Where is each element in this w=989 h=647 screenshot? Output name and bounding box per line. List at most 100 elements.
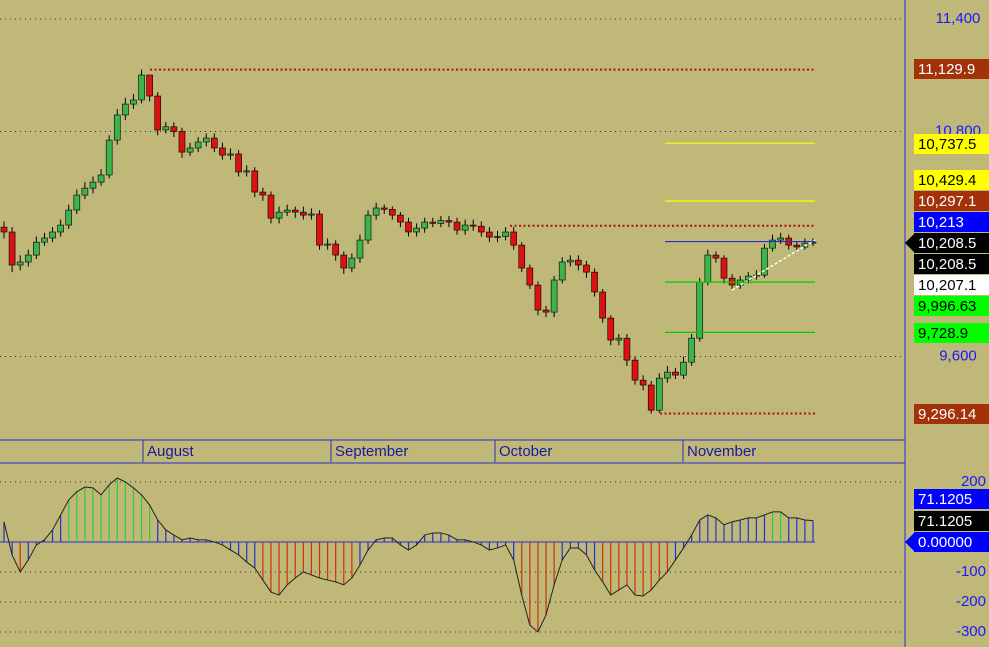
candle-body — [405, 221, 412, 233]
candle-body — [259, 191, 267, 196]
candle-body — [372, 207, 380, 216]
candle-body — [194, 141, 202, 149]
level-label-box — [914, 275, 989, 295]
level-label-box — [914, 323, 989, 343]
level-label-box — [914, 212, 989, 232]
y-tick-label: 9,600 — [939, 348, 977, 365]
candle-body — [138, 74, 145, 101]
level-label-box — [914, 191, 989, 211]
price-arrow — [905, 233, 915, 253]
y-tick-label: -200 — [956, 593, 986, 610]
candle-body — [33, 241, 40, 256]
candle-body — [251, 170, 259, 193]
candle-body — [445, 220, 453, 223]
candle-body — [534, 284, 542, 311]
candle-body — [65, 209, 73, 226]
candle-body — [566, 259, 574, 263]
level-label: 10,208.5 — [918, 235, 976, 252]
level-label: 71.1205 — [918, 491, 972, 508]
candle-body — [154, 95, 162, 131]
level-label: 10,207.1 — [918, 277, 976, 294]
candle-body — [300, 211, 307, 216]
candle-body — [397, 214, 404, 223]
level-label-box — [914, 254, 989, 274]
level-label-box — [914, 170, 989, 190]
candle-body — [308, 213, 315, 216]
candle-body — [8, 231, 16, 266]
candle-body — [453, 221, 461, 231]
candle-body — [130, 99, 137, 105]
candle-body — [73, 194, 81, 211]
candle-body — [478, 225, 485, 233]
candle-body — [720, 257, 728, 279]
candle-body — [146, 74, 153, 97]
candle-body — [105, 139, 113, 176]
candle-body — [324, 243, 331, 246]
candle-body — [235, 153, 242, 173]
candle-body — [202, 137, 210, 143]
candle-body — [267, 194, 275, 219]
candle-body — [639, 379, 647, 386]
candle-body — [186, 147, 194, 153]
candle-body — [461, 224, 469, 231]
candle-body — [211, 137, 218, 149]
candle-body — [380, 207, 388, 210]
level-label-box — [914, 233, 989, 253]
candle-body — [219, 147, 226, 156]
level-label-box — [914, 532, 989, 552]
level-label: 9,728.9 — [918, 325, 968, 342]
candle-body — [623, 337, 631, 361]
candle-body — [41, 237, 48, 243]
candle-body — [558, 261, 566, 281]
level-label-box — [914, 59, 989, 79]
candle-body — [518, 244, 526, 269]
level-label-box — [914, 296, 989, 316]
candle-body — [49, 231, 56, 239]
candle-body — [631, 359, 639, 381]
x-tick-label: September — [335, 443, 408, 460]
candle-body — [704, 254, 712, 283]
candle-body — [591, 271, 598, 293]
level-label: 10,737.5 — [918, 136, 976, 153]
candle-body — [761, 247, 768, 276]
candle-body — [57, 224, 64, 233]
candle-body — [494, 236, 501, 238]
candle-body — [753, 274, 760, 277]
candle-body — [688, 337, 695, 363]
level-label-box — [914, 489, 989, 509]
y-tick-label: -300 — [956, 623, 986, 640]
candle-body — [769, 239, 776, 249]
x-tick-label: October — [499, 443, 552, 460]
candle-body — [486, 231, 493, 238]
level-label: 0.00000 — [918, 534, 972, 551]
y-tick-label: 11,400 — [936, 10, 981, 27]
candle-body — [583, 264, 590, 273]
candle-body — [672, 371, 679, 376]
candle-body — [421, 221, 428, 229]
candle-body — [599, 291, 606, 319]
candle-body — [437, 220, 445, 224]
candle-body — [664, 371, 671, 379]
level-label: 10,213 — [918, 214, 964, 231]
oscillator-line — [3, 477, 814, 633]
y-tick-label: -100 — [956, 563, 986, 580]
candle-body — [615, 337, 623, 341]
x-tick-label: November — [687, 443, 756, 460]
candle-body — [356, 239, 364, 259]
candle-body — [510, 231, 517, 246]
level-label: 9,296.14 — [918, 406, 976, 423]
candle-body — [801, 242, 809, 248]
level-label-box — [914, 404, 989, 424]
price-arrow — [905, 532, 915, 552]
candle-body — [793, 244, 801, 248]
candle-body — [97, 174, 105, 183]
candle-body — [655, 377, 663, 411]
candle-body — [89, 181, 97, 189]
candle-body — [429, 221, 437, 224]
level-label-box — [914, 511, 989, 531]
candle-body — [170, 126, 178, 132]
candle-body — [607, 317, 615, 341]
candle-body — [777, 237, 784, 241]
candle-body — [696, 281, 704, 339]
